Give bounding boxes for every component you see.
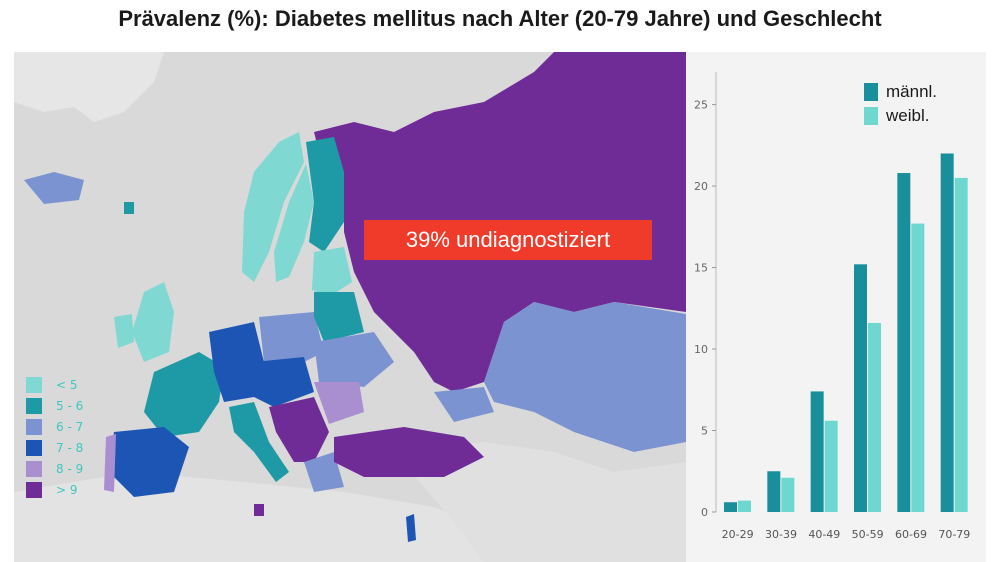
map-legend-label: 6 - 7 (56, 419, 84, 434)
x-tick-label: 30-39 (765, 528, 797, 541)
iceland-region (24, 172, 84, 204)
x-tick-label: 50-59 (852, 528, 884, 541)
finland-region (306, 137, 344, 252)
map-legend-label: 8 - 9 (56, 461, 84, 476)
bar-female-60-69 (911, 223, 925, 513)
map-legend-label: > 9 (56, 482, 78, 497)
map-legend: < 5 5 - 6 6 - 7 7 - 8 8 - 9 > 9 (26, 374, 83, 500)
chart-legend-label: männl. (886, 82, 938, 101)
map-legend-swatch (26, 481, 42, 498)
y-tick-label: 10 (694, 343, 708, 356)
y-tick-label: 25 (694, 99, 708, 112)
portugal-region (104, 434, 116, 492)
bar-female-70-79 (954, 177, 968, 512)
chart-legend-item: männl. (864, 80, 937, 104)
map-legend-item: 5 - 6 (26, 395, 83, 416)
spain-region (109, 427, 189, 497)
bar-male-40-49 (810, 391, 824, 512)
undiagnosed-banner: 39% undiagnostiziert (364, 220, 652, 260)
israel-region (406, 514, 416, 542)
x-tick-label: 60-69 (895, 528, 927, 541)
map-legend-swatch (26, 460, 42, 477)
romania-region (314, 382, 364, 424)
bar-male-20-29 (724, 502, 737, 512)
bar-male-30-39 (767, 471, 781, 512)
y-tick-label: 15 (694, 262, 708, 275)
map-legend-label: 7 - 8 (56, 440, 84, 455)
sweden-region (274, 164, 314, 282)
belarus-region (314, 292, 364, 342)
bar-male-60-69 (897, 173, 911, 512)
chart-legend: männl. weibl. (864, 80, 937, 128)
baltic-region (312, 247, 352, 297)
balkans-region (269, 397, 329, 462)
page-title: Prävalenz (%): Diabetes mellitus nach Al… (118, 6, 882, 31)
europe-prevalence-map: 39% undiagnostiziert < 5 5 - 6 6 - 7 7 - 8 8… (14, 52, 686, 562)
turkey-region (334, 427, 484, 477)
chart-legend-label: weibl. (886, 106, 930, 125)
y-tick-label: 5 (701, 425, 708, 438)
chart-legend-item: weibl. (864, 104, 937, 128)
kazakhstan-region (484, 302, 686, 452)
map-legend-label: 5 - 6 (56, 398, 84, 413)
chart-legend-swatch (864, 83, 878, 101)
bar-female-40-49 (824, 420, 838, 512)
poland-region (259, 312, 324, 367)
bar-chart-panel: 0 5 10 15 20 25 20-29 30-39 40-49 50-59 60-69 70-79… (686, 52, 986, 562)
map-legend-item: < 5 (26, 374, 83, 395)
bar-male-70-79 (940, 153, 954, 512)
map-legend-swatch (26, 418, 42, 435)
ukraine-region (314, 332, 394, 387)
faroe-region (124, 202, 134, 214)
chart-legend-swatch (864, 107, 878, 125)
ireland-region (114, 314, 134, 348)
bar-female-20-29 (738, 500, 751, 512)
y-tick-label: 20 (694, 180, 708, 193)
x-tick-label: 40-49 (808, 528, 840, 541)
uk-region (132, 282, 174, 362)
map-legend-item: 8 - 9 (26, 458, 83, 479)
germany-region (209, 322, 264, 402)
x-tick-label: 70-79 (938, 528, 970, 541)
x-tick-label: 20-29 (722, 528, 754, 541)
y-tick-label: 0 (701, 506, 708, 519)
norway-region (242, 132, 304, 282)
bar-female-50-59 (868, 322, 881, 512)
map-legend-item: > 9 (26, 479, 83, 500)
map-legend-item: 6 - 7 (26, 416, 83, 437)
bar-chart: 0 5 10 15 20 25 20-29 30-39 40-49 50-59 60-69 70-79 (694, 72, 970, 541)
map-legend-swatch (26, 439, 42, 456)
central-europe-region (254, 357, 314, 407)
map-legend-item: 7 - 8 (26, 437, 83, 458)
bar-male-50-59 (854, 264, 867, 512)
middle-east-shape (394, 442, 686, 562)
map-legend-swatch (26, 397, 42, 414)
map-legend-swatch (26, 376, 42, 393)
greenland-shape (14, 52, 164, 122)
france-region (144, 352, 224, 437)
map-legend-label: < 5 (56, 377, 78, 392)
malta-region (254, 504, 264, 516)
bar-female-30-39 (781, 477, 795, 512)
caucasus-region (434, 387, 494, 422)
italy-region (229, 402, 289, 482)
